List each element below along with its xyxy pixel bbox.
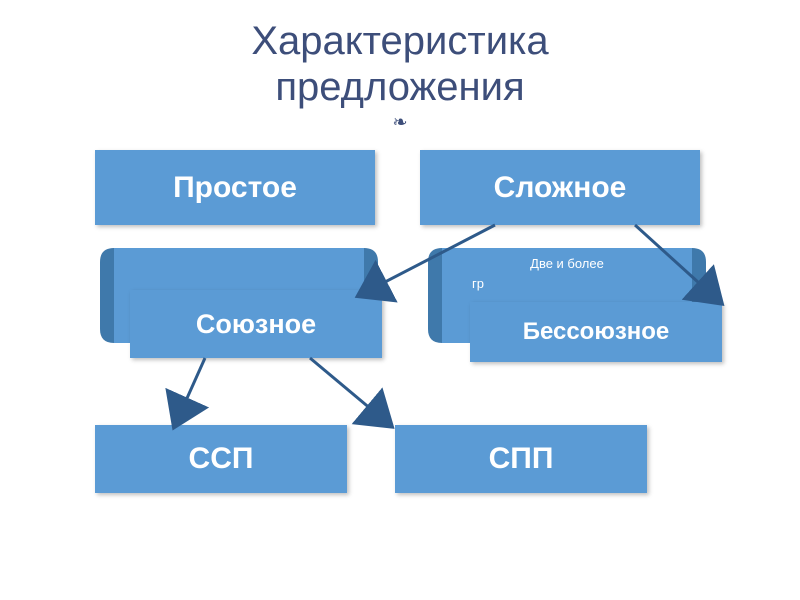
slide-title: Характеристика предложения xyxy=(0,0,800,110)
title-line2: предложения xyxy=(275,65,524,109)
box-simple-label: Простое xyxy=(173,171,297,205)
box-spp-label: СПП xyxy=(489,442,554,476)
box-nounion: Бессоюзное xyxy=(470,302,722,362)
title-line1: Характеристика xyxy=(251,19,548,63)
box-complex-label: Сложное xyxy=(494,171,627,205)
svg-text:гр: гр xyxy=(472,276,484,291)
svg-text:Две и более: Две и более xyxy=(530,256,604,271)
box-spp: СПП xyxy=(395,425,647,493)
box-complex: Сложное xyxy=(420,150,700,225)
box-union: Союзное xyxy=(130,290,382,358)
box-nounion-label: Бессоюзное xyxy=(523,318,670,346)
box-simple: Простое xyxy=(95,150,375,225)
title-ornament: ❧ xyxy=(0,112,800,133)
box-ssp: ССП xyxy=(95,425,347,493)
box-union-label: Союзное xyxy=(196,309,316,340)
box-ssp-label: ССП xyxy=(189,442,254,476)
